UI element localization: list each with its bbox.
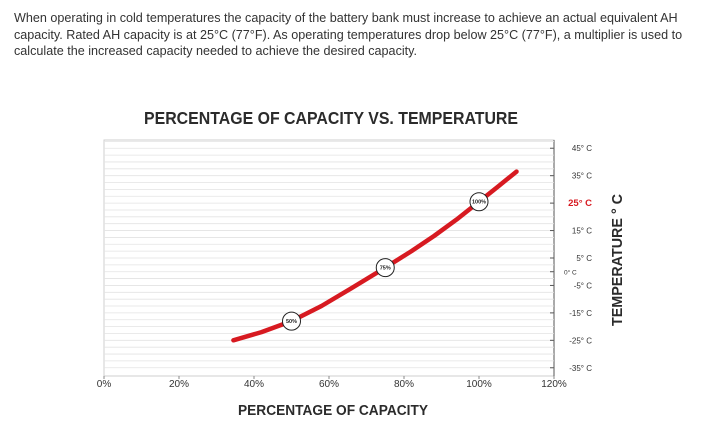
y-tick-label: -25° C bbox=[569, 336, 592, 345]
x-tick-label: 100% bbox=[466, 379, 492, 390]
y-tick-label: -35° C bbox=[569, 364, 592, 373]
chart-title: PERCENTAGE OF CAPACITY VS. TEMPERATURE bbox=[144, 108, 518, 128]
x-tick-label: 0% bbox=[97, 379, 112, 390]
y-tick-label: 25° C bbox=[568, 198, 592, 209]
capacity-marker-label: 75% bbox=[380, 266, 391, 272]
y-tick-label: 45° C bbox=[572, 144, 592, 153]
y-tick-label: 5° C bbox=[576, 254, 592, 263]
x-tick-label: 80% bbox=[394, 379, 414, 390]
capacity-marker-label: 100% bbox=[472, 200, 486, 206]
y-tick-label: 35° C bbox=[572, 172, 592, 181]
capacity-marker-label: 50% bbox=[286, 319, 297, 325]
capacity-marker bbox=[469, 192, 489, 212]
capacity-marker bbox=[375, 258, 395, 278]
x-tick-label: 120% bbox=[541, 379, 567, 390]
x-tick-label: 40% bbox=[244, 379, 264, 390]
capacity-marker bbox=[282, 311, 301, 331]
y-tick-label: -15° C bbox=[569, 309, 592, 318]
x-tick-label: 20% bbox=[169, 379, 189, 390]
y-tick-label: 0° C bbox=[564, 269, 577, 277]
y-tick-label: -5° C bbox=[574, 281, 593, 290]
y-axis-label: TEMPERATURE ° C bbox=[610, 193, 626, 326]
intro-paragraph: When operating in cold temperatures the … bbox=[14, 11, 683, 58]
y-tick-label: 15° C bbox=[572, 227, 592, 236]
x-axis-label: PERCENTAGE OF CAPACITY bbox=[238, 403, 428, 419]
x-tick-label: 60% bbox=[319, 379, 339, 390]
